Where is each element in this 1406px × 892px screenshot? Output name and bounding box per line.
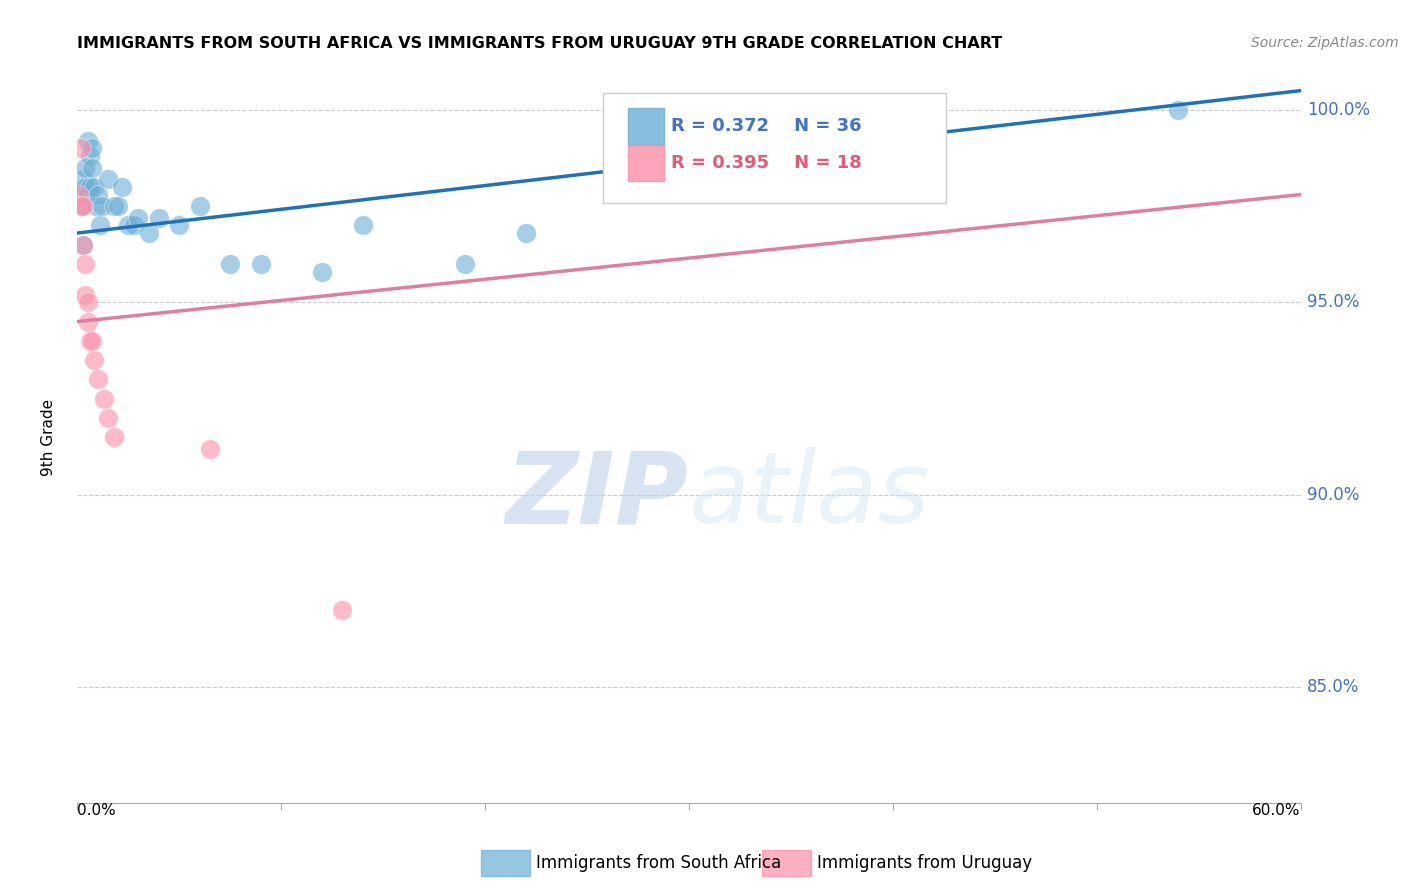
Point <box>79 334 101 348</box>
Point <box>89 219 111 233</box>
Point <box>79 149 101 163</box>
Point <box>138 226 160 240</box>
Point <box>332 603 354 617</box>
Text: R = 0.395    N = 18: R = 0.395 N = 18 <box>671 153 862 172</box>
Point <box>90 199 112 213</box>
Text: Immigrants from Uruguay: Immigrants from Uruguay <box>817 854 1032 871</box>
Point <box>83 353 105 368</box>
Point <box>76 295 98 310</box>
FancyBboxPatch shape <box>628 145 665 181</box>
Text: 60.0%: 60.0% <box>1253 803 1301 818</box>
Text: 95.0%: 95.0% <box>1306 293 1360 311</box>
Point <box>72 237 94 252</box>
Text: 85.0%: 85.0% <box>1306 678 1360 697</box>
Point <box>87 187 110 202</box>
Text: 0.0%: 0.0% <box>77 803 117 818</box>
Point <box>1167 103 1189 117</box>
Point <box>70 141 93 155</box>
Text: 90.0%: 90.0% <box>1306 486 1360 504</box>
Point <box>117 219 139 233</box>
Point <box>219 257 242 271</box>
Point <box>72 172 94 186</box>
Point <box>188 199 211 213</box>
Point <box>111 179 134 194</box>
Point <box>93 392 115 406</box>
Point <box>67 187 90 202</box>
Point <box>124 219 146 233</box>
Point <box>80 141 103 155</box>
Point <box>75 287 97 301</box>
Point <box>699 172 721 186</box>
Point <box>75 161 97 175</box>
Point <box>76 315 98 329</box>
Text: R = 0.372    N = 36: R = 0.372 N = 36 <box>671 117 862 136</box>
Point <box>515 226 537 240</box>
Point <box>97 410 120 425</box>
Point <box>198 442 221 456</box>
FancyBboxPatch shape <box>762 850 811 876</box>
FancyBboxPatch shape <box>628 108 665 145</box>
Point <box>67 187 90 202</box>
Text: IMMIGRANTS FROM SOUTH AFRICA VS IMMIGRANTS FROM URUGUAY 9TH GRADE CORRELATION CH: IMMIGRANTS FROM SOUTH AFRICA VS IMMIGRAN… <box>77 36 1002 51</box>
Point <box>84 199 107 213</box>
Point <box>169 219 191 233</box>
Point <box>76 134 98 148</box>
Point <box>70 199 93 213</box>
Point <box>75 179 97 194</box>
Text: ZIP: ZIP <box>506 447 689 544</box>
Point <box>127 211 149 225</box>
Point <box>75 257 97 271</box>
Text: 100.0%: 100.0% <box>1306 101 1369 119</box>
Point <box>148 211 170 225</box>
Point <box>83 179 105 194</box>
Point <box>103 199 125 213</box>
Text: atlas: atlas <box>689 447 931 544</box>
Point <box>76 187 98 202</box>
Text: Immigrants from South Africa: Immigrants from South Africa <box>536 854 782 871</box>
Point <box>80 161 103 175</box>
Point <box>79 179 101 194</box>
Point <box>352 219 374 233</box>
Point <box>250 257 273 271</box>
FancyBboxPatch shape <box>481 850 530 876</box>
Point <box>107 199 129 213</box>
Point <box>97 172 120 186</box>
Point <box>80 334 103 348</box>
Point <box>87 372 110 386</box>
Point <box>70 199 93 213</box>
Y-axis label: 9th Grade: 9th Grade <box>42 399 56 475</box>
Point <box>311 264 333 278</box>
Point <box>103 430 125 444</box>
Text: Source: ZipAtlas.com: Source: ZipAtlas.com <box>1251 36 1399 50</box>
FancyBboxPatch shape <box>603 94 946 203</box>
Point <box>453 257 475 271</box>
Point <box>72 237 94 252</box>
Point <box>72 199 94 213</box>
